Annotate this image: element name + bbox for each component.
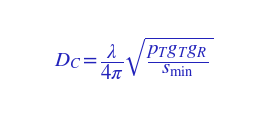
Text: $D_C = \dfrac{\lambda}{4\pi}\sqrt{\dfrac{p_T g_T g_R}{s_{\mathrm{min}}}}$: $D_C = \dfrac{\lambda}{4\pi}\sqrt{\dfrac… [54,35,213,82]
